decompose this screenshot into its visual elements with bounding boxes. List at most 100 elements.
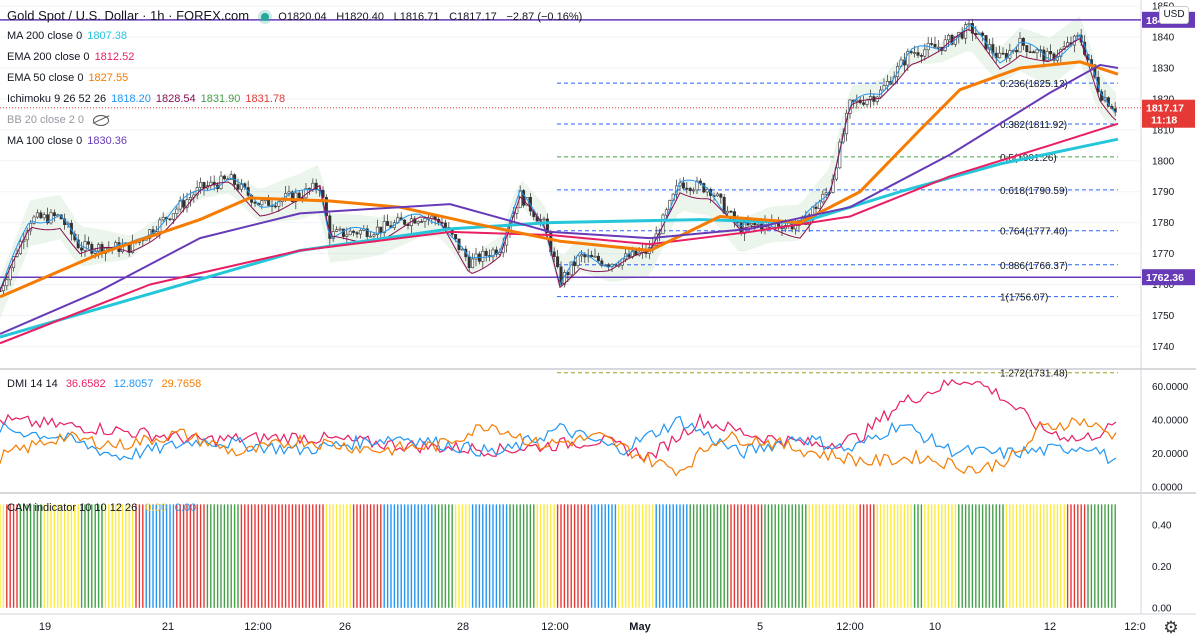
dmi-tick-label: 20.0000 (1152, 449, 1189, 460)
candle-body (348, 230, 352, 236)
candle-body (403, 219, 407, 225)
price-label-text: 1762.36 (1146, 272, 1184, 284)
candle-body (481, 250, 485, 262)
candle-body (375, 226, 379, 235)
candle-body (542, 218, 546, 221)
cam-tick-label: 0.40 (1152, 521, 1172, 532)
candle-body (756, 223, 760, 226)
candle-body (0, 290, 2, 292)
candle-body (467, 256, 471, 268)
candle-body (919, 55, 923, 57)
candle-body (552, 251, 556, 257)
candle-body (930, 43, 934, 45)
candle-body (729, 210, 733, 213)
time-tick-label: 28 (457, 621, 469, 633)
time-tick-label: 5 (757, 621, 763, 633)
candle-body (1028, 51, 1032, 53)
fib-level-label: 0.764(1777.40) (1000, 227, 1068, 238)
candle-body (862, 102, 866, 105)
candle-body (49, 212, 53, 224)
ma-line (0, 60, 1119, 299)
candle-body (379, 226, 383, 234)
candle-body (188, 197, 192, 201)
candle-body (1035, 49, 1039, 54)
candle-body (814, 206, 818, 209)
dmi-legend: DMI 14 14 36.6582 12.8057 29.7658 (7, 378, 206, 390)
candle-body (916, 52, 920, 56)
candle-body (1049, 51, 1053, 55)
candle-body (573, 261, 577, 266)
candle-body (369, 235, 373, 238)
candle-body (906, 51, 910, 66)
candle-body (936, 46, 940, 49)
candle-body (681, 182, 685, 189)
candle-body (338, 228, 342, 231)
candle-body (287, 191, 291, 194)
candle-body (1001, 52, 1005, 55)
candle-body (824, 192, 828, 195)
candle-body (576, 255, 580, 266)
candle-body (182, 200, 186, 208)
time-tick-label: 12:00 (541, 621, 569, 633)
candle-body (423, 218, 427, 222)
candle-body (923, 49, 927, 57)
candle-body (794, 225, 798, 230)
candle-body (715, 193, 719, 197)
price-tick-label: 1740 (1152, 342, 1175, 353)
candle-body (352, 230, 356, 233)
dmi-tick-label: 60.0000 (1152, 382, 1189, 393)
candle-body (260, 200, 264, 206)
candle-body (229, 174, 233, 180)
dmi-value-adx: 29.7658 (161, 378, 202, 390)
candle-body (335, 229, 339, 232)
candle-body (664, 209, 668, 216)
candle-body (753, 223, 757, 226)
candle-body (420, 221, 424, 223)
candle-body (416, 221, 420, 224)
cam-value-2: 0.00 (174, 502, 197, 514)
candle-body (913, 52, 917, 54)
candle-body (865, 99, 869, 105)
candle-body (358, 230, 362, 235)
candle-body (556, 256, 560, 268)
candle-body (590, 254, 594, 258)
ichimoku-base-line (0, 28, 1117, 291)
currency-badge[interactable]: USD (1159, 6, 1189, 24)
candle-body (583, 254, 587, 258)
time-tick-label: 12 (1044, 621, 1056, 633)
candle-body (933, 44, 937, 48)
fib-level-label: 0.236(1825.12) (1000, 79, 1068, 90)
candle-body (882, 85, 886, 91)
ma-line (0, 137, 1119, 339)
candle-body (600, 260, 604, 266)
candle-body (39, 212, 43, 219)
candle-body (474, 253, 478, 260)
candle-body (970, 23, 974, 34)
price-tick-label: 1840 (1152, 33, 1175, 44)
dmi-series-line (0, 415, 1117, 465)
candle-body (443, 222, 447, 228)
gear-icon[interactable]: ⚙ (1163, 618, 1179, 637)
dmi-series-line (0, 378, 1117, 462)
dmi-label[interactable]: DMI 14 14 (7, 378, 58, 390)
price-tick-label: 1780 (1152, 218, 1175, 229)
candle-body (692, 189, 696, 192)
price-tick-label: 1770 (1152, 249, 1175, 260)
candle-body (185, 199, 189, 208)
candle-body (236, 184, 240, 190)
candle-body (171, 213, 175, 220)
candle-body (42, 214, 46, 219)
time-tick-label: 19 (39, 621, 51, 633)
cam-label[interactable]: CAM indicator 10 10 12 26 (7, 502, 138, 514)
price-label-badge (1142, 269, 1195, 286)
dmi-value-minus: 12.8057 (113, 378, 154, 390)
candle-body (1025, 45, 1029, 52)
candle-body (341, 228, 345, 237)
candle-body (817, 201, 821, 209)
cam-tick-label: 0.20 (1152, 562, 1172, 573)
candle-body (484, 250, 488, 256)
candle-body (32, 216, 36, 224)
cam-value-1: 0.00 (145, 502, 167, 514)
candle-body (80, 247, 84, 251)
